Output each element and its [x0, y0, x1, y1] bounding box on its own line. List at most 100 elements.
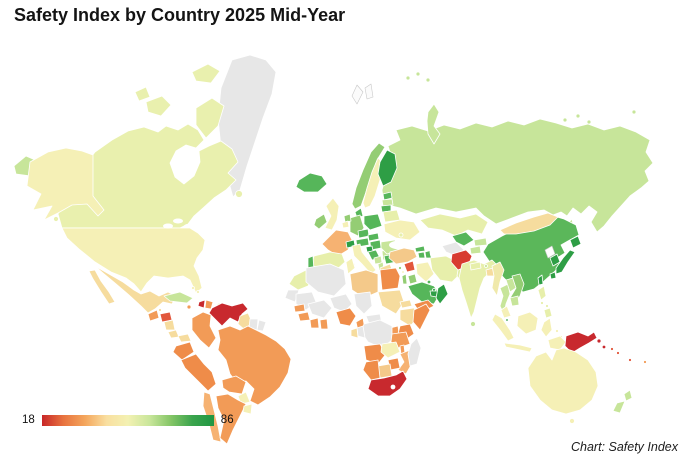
territory-svalbard[interactable] [351, 84, 364, 105]
country-indonesia-java[interactable] [503, 342, 533, 353]
country-indonesia-sulawesi[interactable] [540, 317, 553, 338]
country-japan-kyushu[interactable] [549, 271, 557, 280]
country-turkey[interactable] [388, 247, 418, 265]
country-netherlands[interactable] [343, 213, 352, 223]
country-peru[interactable] [180, 353, 217, 392]
country-guatemala[interactable] [147, 309, 160, 322]
country-papua-new-guinea[interactable] [596, 338, 602, 344]
country-haiti[interactable] [197, 299, 206, 309]
country-solomon-islands[interactable] [610, 347, 614, 351]
country-tajikistan[interactable] [469, 245, 482, 255]
country-colombia[interactable] [191, 311, 217, 349]
country-latvia[interactable] [381, 198, 394, 207]
country-belize[interactable] [158, 308, 162, 312]
country-western-sahara[interactable] [284, 289, 300, 303]
country-uzbekistan[interactable] [451, 231, 475, 247]
country-mongolia[interactable] [499, 212, 559, 235]
country-sudan[interactable] [377, 289, 405, 315]
country-moldova[interactable] [398, 232, 404, 238]
country-russia-islands[interactable] [631, 109, 637, 115]
country-malaysia[interactable] [500, 305, 512, 319]
country-canada[interactable] [195, 97, 225, 139]
country-finland[interactable] [377, 149, 398, 187]
country-gabon[interactable] [350, 327, 359, 339]
country-mali[interactable] [307, 299, 333, 319]
country-russia-novaya-zemlya[interactable] [426, 103, 441, 145]
country-angola[interactable] [363, 343, 387, 365]
country-philippines[interactable] [540, 301, 544, 305]
country-italy[interactable] [351, 243, 377, 275]
country-sri-lanka[interactable] [470, 321, 476, 327]
country-singapore[interactable] [505, 318, 509, 322]
country-canada[interactable] [134, 86, 151, 102]
country-solomon-islands[interactable] [616, 351, 620, 355]
country-egypt[interactable] [379, 267, 401, 291]
country-philippines-luzon[interactable] [537, 285, 547, 301]
country-nepal[interactable] [469, 261, 482, 271]
country-senegal[interactable] [293, 303, 306, 313]
country-russia-islands[interactable] [425, 77, 431, 83]
country-usa-alaska[interactable] [26, 147, 105, 221]
country-fiji[interactable] [643, 360, 647, 364]
country-ukraine[interactable] [383, 219, 421, 241]
country-russia[interactable] [379, 118, 654, 233]
country-uruguay[interactable] [242, 403, 253, 415]
country-eritrea[interactable] [399, 299, 413, 309]
territory-svalbard[interactable] [364, 83, 374, 100]
country-nicaragua[interactable] [163, 319, 176, 331]
country-kuwait[interactable] [426, 279, 432, 285]
country-indonesia-moluccas[interactable] [555, 329, 559, 333]
country-jordan[interactable] [407, 273, 418, 285]
country-canada[interactable] [191, 63, 221, 84]
country-iceland[interactable] [295, 172, 328, 193]
country-guinea[interactable] [297, 311, 311, 322]
country-canada[interactable] [145, 95, 172, 117]
country-ecuador[interactable] [172, 341, 195, 361]
country-bhutan[interactable] [484, 264, 488, 268]
country-belgium[interactable] [341, 220, 350, 229]
country-dominican-republic[interactable] [204, 299, 214, 310]
country-somalia[interactable] [412, 303, 431, 331]
country-indonesia-sumatra[interactable] [491, 313, 515, 342]
country-russia-islands[interactable] [405, 75, 411, 81]
country-new-zealand[interactable] [612, 400, 626, 414]
country-bahamas[interactable] [191, 286, 195, 290]
country-brazil[interactable] [217, 325, 292, 406]
country-belarus[interactable] [382, 209, 401, 223]
country-lebanon[interactable] [401, 270, 405, 274]
country-slovakia[interactable] [367, 232, 380, 242]
country-poland[interactable] [363, 213, 383, 231]
country-israel[interactable] [401, 273, 408, 285]
country-cambodia[interactable] [509, 295, 520, 307]
country-jamaica[interactable] [186, 304, 192, 310]
country-russia-islands[interactable] [415, 71, 421, 77]
country-united-kingdom[interactable] [324, 197, 340, 231]
country-zambia[interactable] [380, 341, 401, 359]
country-ireland[interactable] [313, 213, 328, 230]
country-czechia[interactable] [357, 228, 370, 239]
country-cyprus[interactable] [398, 266, 402, 270]
country-myanmar[interactable] [491, 261, 505, 297]
country-kyrgyzstan[interactable] [473, 237, 488, 247]
country-bahamas[interactable] [196, 290, 200, 294]
country-taiwan[interactable] [537, 274, 544, 286]
country-india[interactable] [458, 259, 499, 319]
country-iraq[interactable] [415, 261, 435, 283]
country-philippines[interactable] [545, 304, 549, 308]
country-south-africa[interactable] [367, 370, 408, 397]
country-armenia[interactable] [417, 251, 426, 259]
country-canada[interactable] [235, 190, 243, 198]
country-argentina[interactable] [215, 393, 247, 445]
country-papua-new-guinea[interactable] [601, 344, 607, 350]
country-vanuatu[interactable] [628, 358, 632, 362]
country-estonia[interactable] [382, 191, 393, 201]
country-russia-islands[interactable] [562, 117, 568, 123]
country-philippines-mindanao[interactable] [543, 307, 553, 319]
country-costa-rica[interactable] [167, 329, 180, 339]
country-nigeria[interactable] [335, 307, 357, 327]
country-australia-tasmania[interactable] [569, 418, 575, 424]
country-russia-islands[interactable] [586, 119, 592, 125]
country-ivory-coast[interactable] [309, 317, 320, 329]
country-lesotho[interactable] [390, 384, 396, 390]
country-namibia[interactable] [362, 359, 381, 381]
